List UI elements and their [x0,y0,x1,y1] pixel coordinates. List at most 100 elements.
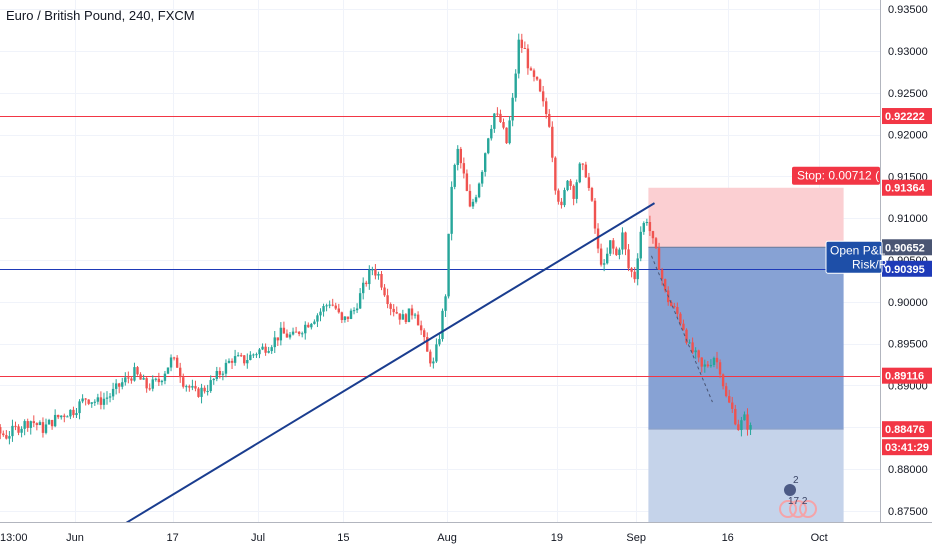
candle-body [282,327,286,334]
candle [419,320,423,335]
candle-body [230,360,234,363]
candle-body [709,364,713,367]
trendline[interactable] [111,202,656,533]
candle [26,418,29,432]
candle-body [44,424,48,433]
candle-body [505,127,508,144]
candle-body [221,373,225,375]
candle-body [362,282,365,294]
candle [111,382,115,401]
candle [724,382,728,398]
trendline-line[interactable] [111,202,656,533]
candle [606,247,609,265]
candle-body [673,306,676,308]
candle [188,384,191,392]
candle [416,311,420,326]
candle-body [724,386,728,397]
candle [557,188,560,205]
candle [444,294,447,318]
candle-body [72,409,75,416]
candle [609,240,612,257]
candle-body [401,314,405,320]
candle [639,226,642,262]
candle-body [233,356,237,363]
candle-body [365,282,368,285]
candle [578,162,581,184]
candle-body [273,337,276,348]
candle-body [590,187,594,201]
candle-body [172,357,176,359]
candle-body [435,344,438,362]
candle-body [529,68,533,71]
time-tick-label: 17 [166,532,178,544]
candle-body [130,378,133,381]
candle [121,377,124,390]
candle-body [279,327,283,341]
candle [380,270,383,291]
candle [499,109,502,124]
candle [450,181,453,241]
candle-body [450,186,453,234]
candle [453,163,456,190]
candle [545,97,548,119]
candle-body [419,325,423,331]
candle-body [75,413,78,416]
price-tick-label: 0.93500 [888,4,928,16]
candle-body [145,378,148,389]
time-axis[interactable]: 13:00 Jun 17 Jul 15 Aug 19 Sep 16 Oct [0,532,828,544]
candle-body [413,314,417,316]
candle-body [392,308,395,313]
candle [11,419,14,442]
time-tick-label: 16 [722,532,734,544]
candle-body [197,388,200,397]
candle-body [657,248,661,270]
candle-body [26,421,29,428]
candle-body [47,419,51,425]
candle-body [368,269,371,285]
candle [163,370,167,385]
candle [703,359,706,373]
dashed-projection [650,255,713,403]
candle [264,343,267,356]
candle [301,331,304,338]
candle [343,316,347,323]
candle [401,309,405,320]
candle [731,396,734,413]
candle-body [252,354,255,356]
candle-body [87,399,90,404]
candle [371,266,374,276]
horizontal-lines[interactable] [0,116,880,377]
stop-label: Stop: 0.00712 ( [792,166,880,185]
candle-body [734,408,737,425]
candle [694,347,697,359]
candle [590,186,594,202]
candle-body [645,222,649,224]
candle-body [319,311,322,316]
candle [197,387,200,398]
candle [487,137,490,155]
time-tick-label: Sep [626,532,646,544]
candle-body [572,185,575,199]
candle [660,267,664,286]
candle-body [554,157,557,191]
candle-body [118,383,121,387]
time-tick-label: Oct [811,532,828,544]
candle [151,375,154,392]
position-tool[interactable] [648,187,844,522]
candle-body [377,273,380,276]
candle [267,346,270,354]
candle-body [346,316,350,319]
candle [587,172,591,191]
candle [602,259,606,272]
position-open-profit-zone [648,247,844,430]
candle-body [23,421,26,429]
candle [432,357,435,369]
candle [511,92,514,127]
candle [447,233,450,299]
candle-body [545,101,548,115]
candle [0,424,2,440]
candle-body [99,397,103,405]
candle-body [395,312,398,314]
candle [14,421,17,431]
